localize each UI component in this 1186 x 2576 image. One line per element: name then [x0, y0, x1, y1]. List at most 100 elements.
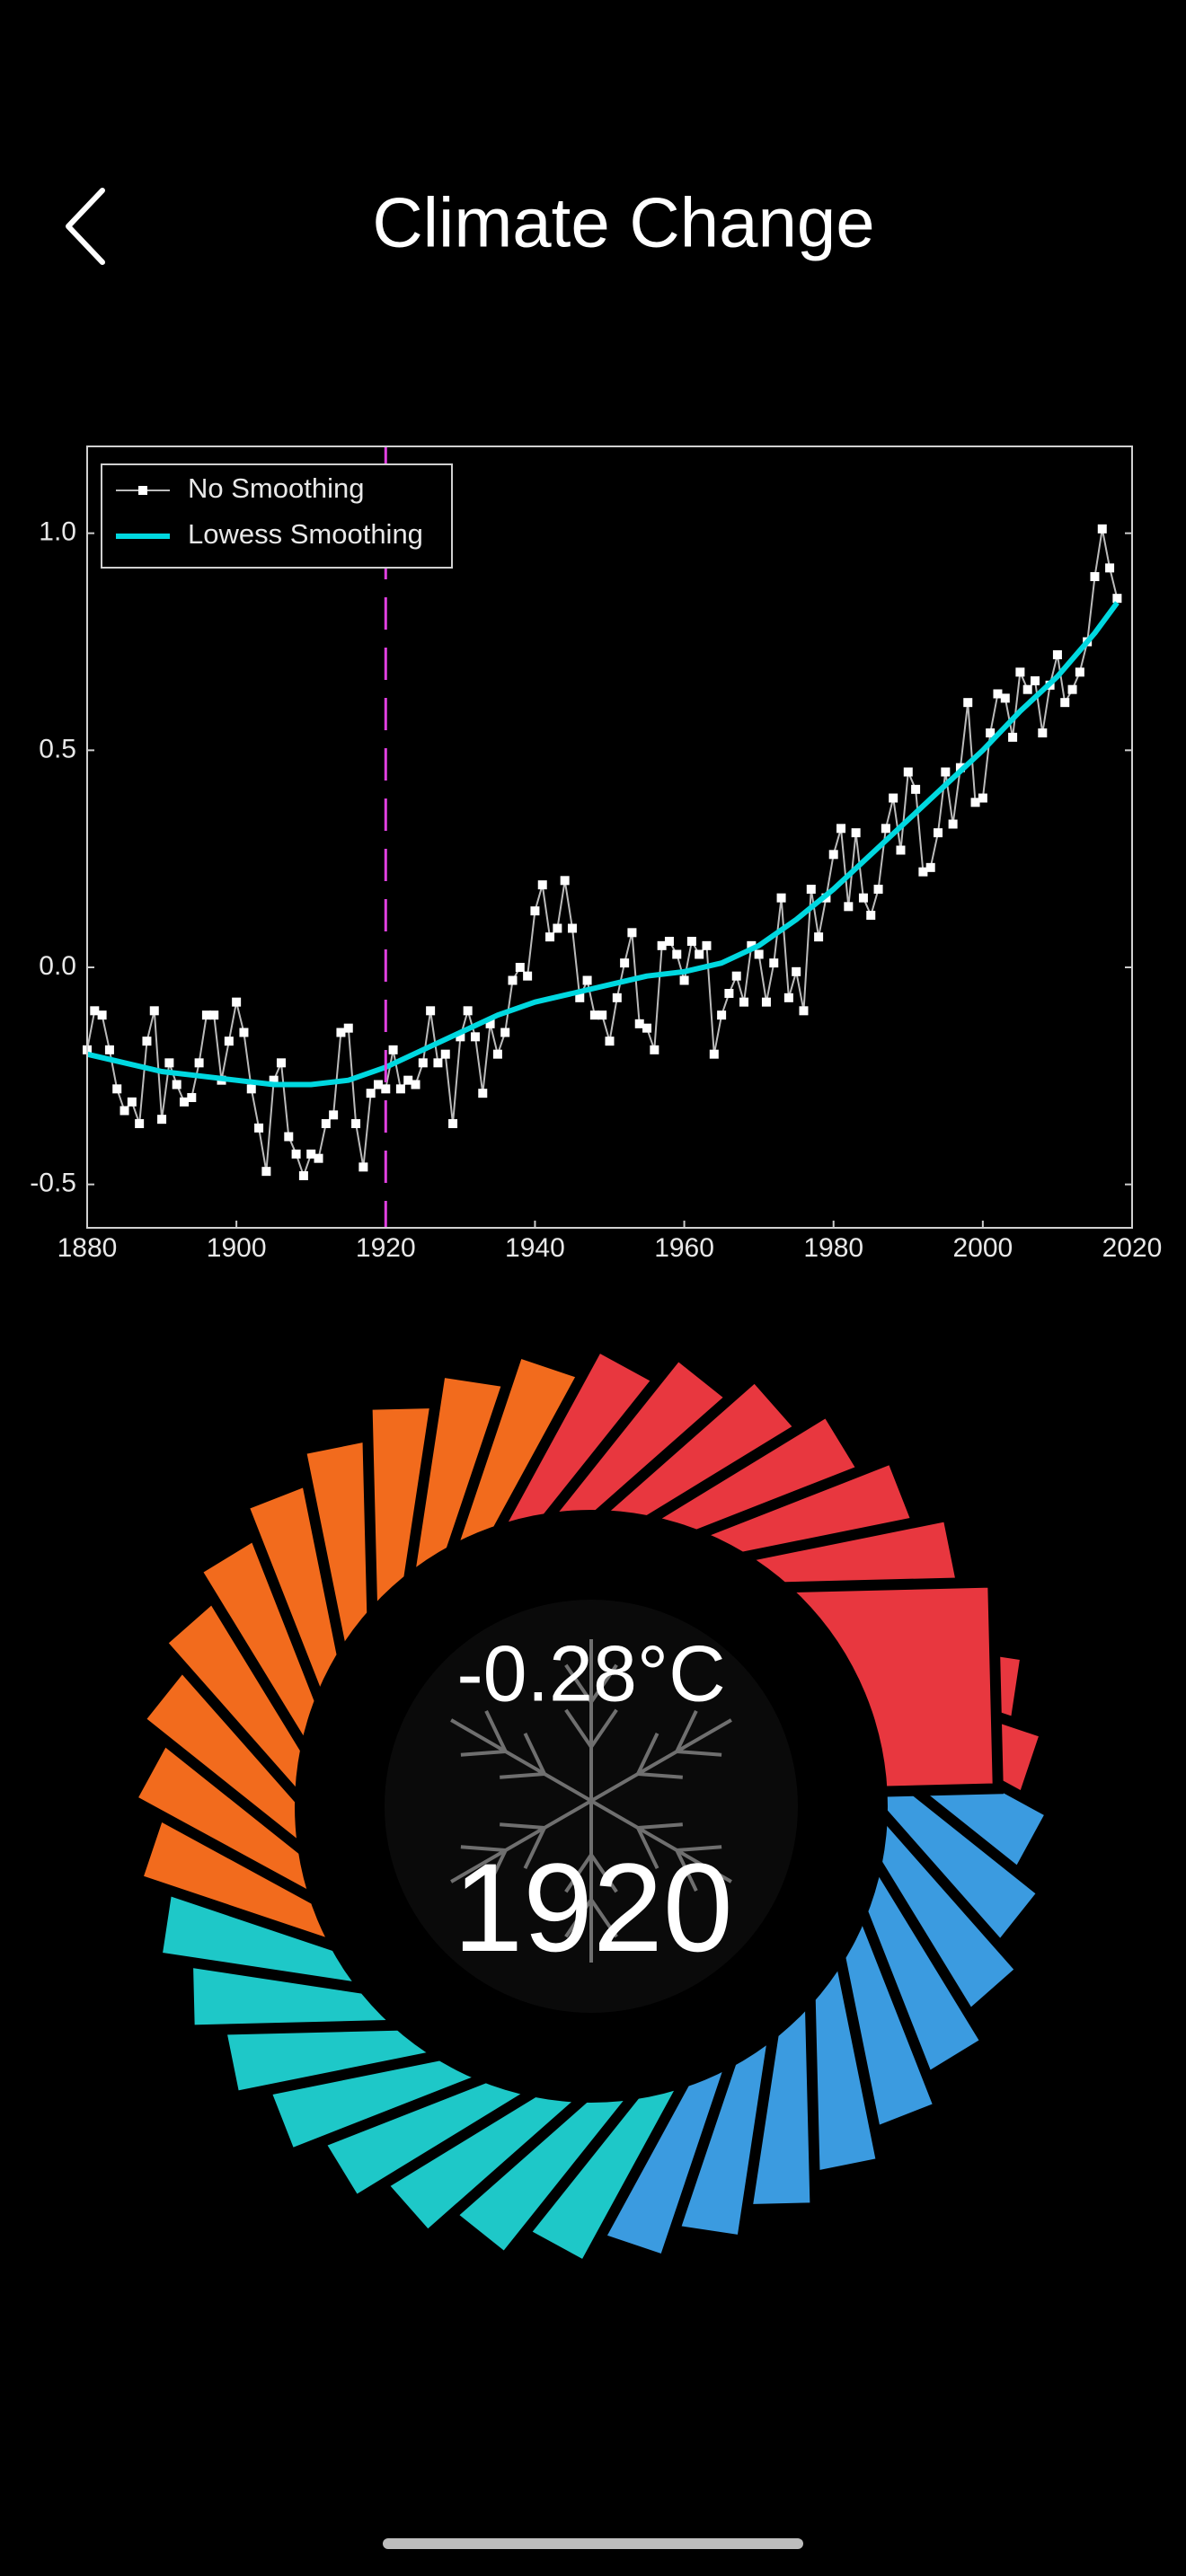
data-point: [739, 997, 749, 1007]
data-point: [881, 824, 890, 834]
data-point: [246, 1084, 256, 1094]
flake-branch: [460, 1750, 506, 1757]
data-point: [605, 1037, 615, 1046]
data-point: [135, 1119, 145, 1128]
flake-branch: [460, 1845, 506, 1852]
data-point: [381, 1084, 391, 1094]
data-point: [642, 1023, 652, 1033]
data-point: [179, 1097, 189, 1107]
data-point: [948, 819, 958, 829]
flake-branch: [564, 1853, 593, 1893]
data-point: [500, 1028, 510, 1037]
data-point: [1031, 676, 1040, 685]
data-point: [672, 949, 682, 959]
data-point: [142, 1037, 152, 1046]
legend-label: Lowess Smoothing: [188, 518, 423, 550]
back-button[interactable]: [66, 188, 105, 265]
flake-branch: [589, 1663, 618, 1704]
legend-label: No Smoothing: [188, 472, 364, 504]
data-point: [1000, 693, 1010, 703]
data-point: [695, 949, 704, 959]
data-point: [911, 784, 921, 794]
flake-branch: [637, 1772, 683, 1779]
flake-arm: [450, 1718, 592, 1803]
data-point: [209, 1010, 219, 1020]
flake-branch: [636, 1827, 659, 1869]
data-point: [792, 966, 801, 976]
data-point: [306, 1149, 316, 1159]
flake-branch: [500, 1822, 545, 1830]
data-point: [321, 1119, 331, 1128]
x-tick-label: 1900: [207, 1233, 267, 1263]
data-point: [90, 1006, 100, 1016]
data-point: [978, 793, 987, 803]
data-point: [612, 992, 622, 1002]
x-tick-label: 2020: [1102, 1233, 1163, 1263]
flake-branch: [675, 1710, 698, 1752]
flake-branch: [677, 1845, 722, 1852]
data-point: [1022, 684, 1032, 694]
data-point: [1105, 563, 1115, 573]
flake-branch: [500, 1772, 545, 1779]
data-point: [358, 1162, 368, 1172]
y-tick-label: -0.5: [30, 1169, 76, 1198]
data-point: [903, 767, 913, 777]
data-point: [575, 992, 585, 1002]
data-point: [941, 767, 951, 777]
data-point: [627, 928, 637, 938]
data-point: [724, 989, 734, 998]
data-point: [194, 1058, 204, 1068]
data-point: [112, 1084, 122, 1094]
data-point: [388, 1045, 398, 1054]
data-point: [373, 1080, 383, 1090]
data-point: [620, 958, 630, 968]
data-point: [747, 940, 757, 950]
screen-title: Climate Change: [372, 183, 874, 262]
flake-branch: [636, 1733, 659, 1775]
data-point: [828, 850, 838, 860]
data-point: [679, 975, 689, 985]
legend-marker: [138, 486, 147, 495]
data-point: [769, 958, 779, 968]
data-point: [1075, 667, 1084, 677]
home-indicator: [383, 2538, 803, 2549]
data-point: [448, 1119, 458, 1128]
data-point: [634, 1019, 644, 1028]
data-point: [1112, 594, 1122, 604]
flake-branch: [677, 1750, 722, 1757]
data-point: [261, 1167, 271, 1177]
data-point: [664, 937, 674, 946]
data-point: [440, 1049, 450, 1059]
y-tick-label: 1.0: [39, 517, 76, 547]
data-point: [463, 1006, 473, 1016]
data-point: [889, 793, 898, 803]
flake-branch: [589, 1898, 618, 1938]
data-point: [589, 1010, 599, 1020]
data-point: [329, 1110, 339, 1120]
x-tick-label: 1960: [654, 1233, 714, 1263]
chart: -0.5 0.0 0.5 1.0 1880 1900 1920 1940 1960 1980 200…: [30, 446, 1162, 1263]
y-tick-label: 0.5: [39, 734, 76, 763]
data-point: [717, 1010, 727, 1020]
flake-branch: [484, 1710, 508, 1752]
data-point: [284, 1132, 294, 1142]
flake-arm: [590, 1718, 732, 1803]
data-point: [456, 1032, 465, 1042]
data-point: [104, 1045, 114, 1054]
x-tick-label: 1940: [505, 1233, 565, 1263]
data-point: [761, 997, 771, 1007]
data-point: [269, 1075, 279, 1085]
data-point: [403, 1075, 413, 1085]
data-point: [336, 1028, 346, 1037]
flake-arm: [590, 1799, 732, 1883]
data-point: [686, 937, 696, 946]
data-point: [702, 940, 712, 950]
data-point: [515, 963, 525, 972]
data-point: [254, 1123, 264, 1133]
data-point: [478, 1089, 488, 1098]
smooth-line: [86, 601, 1120, 1088]
data-point: [731, 971, 741, 981]
data-point: [276, 1058, 286, 1068]
